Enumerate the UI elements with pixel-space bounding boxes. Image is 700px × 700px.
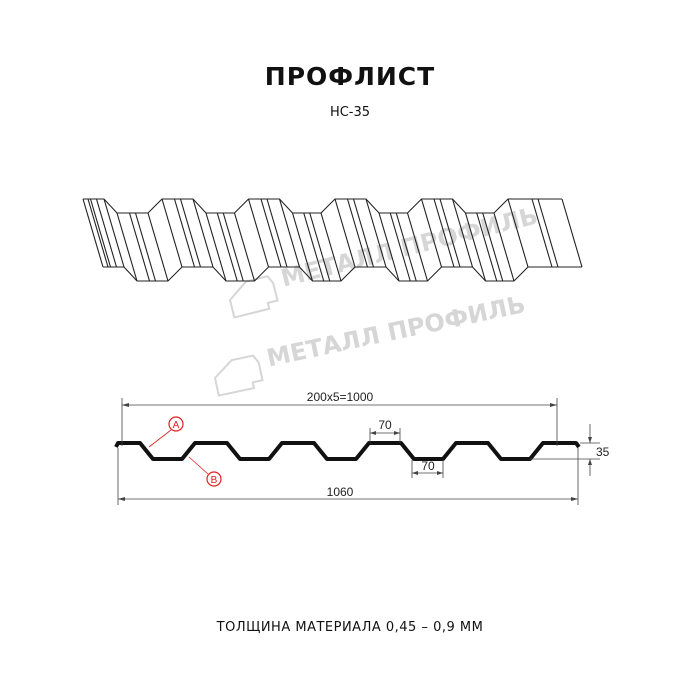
sheet-edge-line: [222, 212, 244, 282]
sheet-edge-line: [161, 198, 183, 268]
sheet-edge-line: [266, 198, 288, 268]
dimension-trough-label: 70: [421, 459, 435, 473]
sheet-edge-line: [309, 212, 331, 282]
profile-cross-section: [114, 441, 581, 461]
dimension-crest-label: 70: [378, 418, 392, 432]
sheet-edge-line: [192, 198, 214, 268]
sheet-edge-line: [507, 198, 529, 268]
profile-sheet-3d: [82, 198, 583, 282]
dimension-pitch-label: 200x5=1000: [307, 390, 374, 404]
sheet-edge-line: [205, 212, 227, 282]
sheet-edge-line: [334, 198, 356, 268]
sheet-edge-line: [278, 198, 301, 268]
page-title: ПРОФЛИСТ: [264, 62, 436, 91]
sheet-edge-line: [82, 198, 104, 268]
sheet-edge-line: [451, 198, 474, 268]
sheet-edge-line: [83, 198, 562, 214]
sheet-edge-line: [291, 212, 314, 282]
sheet-edge-line: [531, 198, 553, 268]
sheet-edge-line: [352, 198, 375, 268]
sheet-edge-line: [103, 266, 582, 282]
sheet-edge-line: [216, 212, 238, 282]
marker-a: A: [148, 416, 184, 448]
sheet-edge-line: [233, 212, 256, 282]
sheet-edge-line: [260, 198, 282, 268]
sheet-edge-line: [389, 212, 411, 282]
sheet-edge-line: [89, 198, 112, 268]
sheet-edge-line: [116, 212, 138, 282]
svg-text:A: A: [173, 420, 180, 431]
material-thickness: ТОЛЩИНА МАТЕРИАЛА 0,45 – 0,9 ММ: [216, 620, 484, 635]
sheet-edge-line: [561, 198, 583, 268]
sheet-edge-line: [476, 212, 498, 282]
sheet-edge-line: [303, 212, 325, 282]
sheet-edge-line: [537, 198, 559, 268]
dimension-width-label: 1060: [327, 485, 354, 499]
sheet-edge-line: [378, 212, 400, 282]
sheet-edge-line: [406, 212, 429, 282]
sheet-edge-line: [87, 198, 109, 268]
sheet-edge-line: [439, 198, 461, 268]
sheet-edge-line: [128, 212, 151, 282]
profile-model: НС-35: [329, 105, 371, 120]
sheet-edge-line: [134, 212, 157, 282]
dimension-height-label: 35: [596, 445, 610, 459]
sheet-edge-line: [493, 212, 515, 282]
sheet-edge-line: [179, 198, 202, 268]
watermark-text-bottom: МЕТАЛЛ ПРОФИЛЬ: [264, 290, 528, 372]
sheet-edge-line: [433, 198, 455, 268]
sheet-edge-line: [103, 198, 125, 268]
dimension-arrows: [118, 403, 592, 501]
sheet-edge-line: [365, 198, 387, 268]
dimension-lines: [117, 398, 600, 505]
sheet-edge-line: [464, 212, 487, 282]
sheet-edge-line: [482, 212, 504, 282]
sheet-edge-line: [346, 198, 369, 268]
sheet-edge-line: [173, 198, 196, 268]
sheet-edge-line: [420, 198, 443, 268]
sheet-edge-line: [247, 198, 270, 268]
sheet-edge-line: [147, 212, 169, 282]
sheet-edge-line: [320, 212, 342, 282]
svg-text:B: B: [211, 475, 218, 486]
marker-b: B: [188, 456, 222, 487]
watermark-logo-bottom: МЕТАЛЛ ПРОФИЛЬ: [213, 290, 528, 397]
sheet-edge-line: [95, 198, 118, 268]
sheet-edge-line: [395, 212, 417, 282]
